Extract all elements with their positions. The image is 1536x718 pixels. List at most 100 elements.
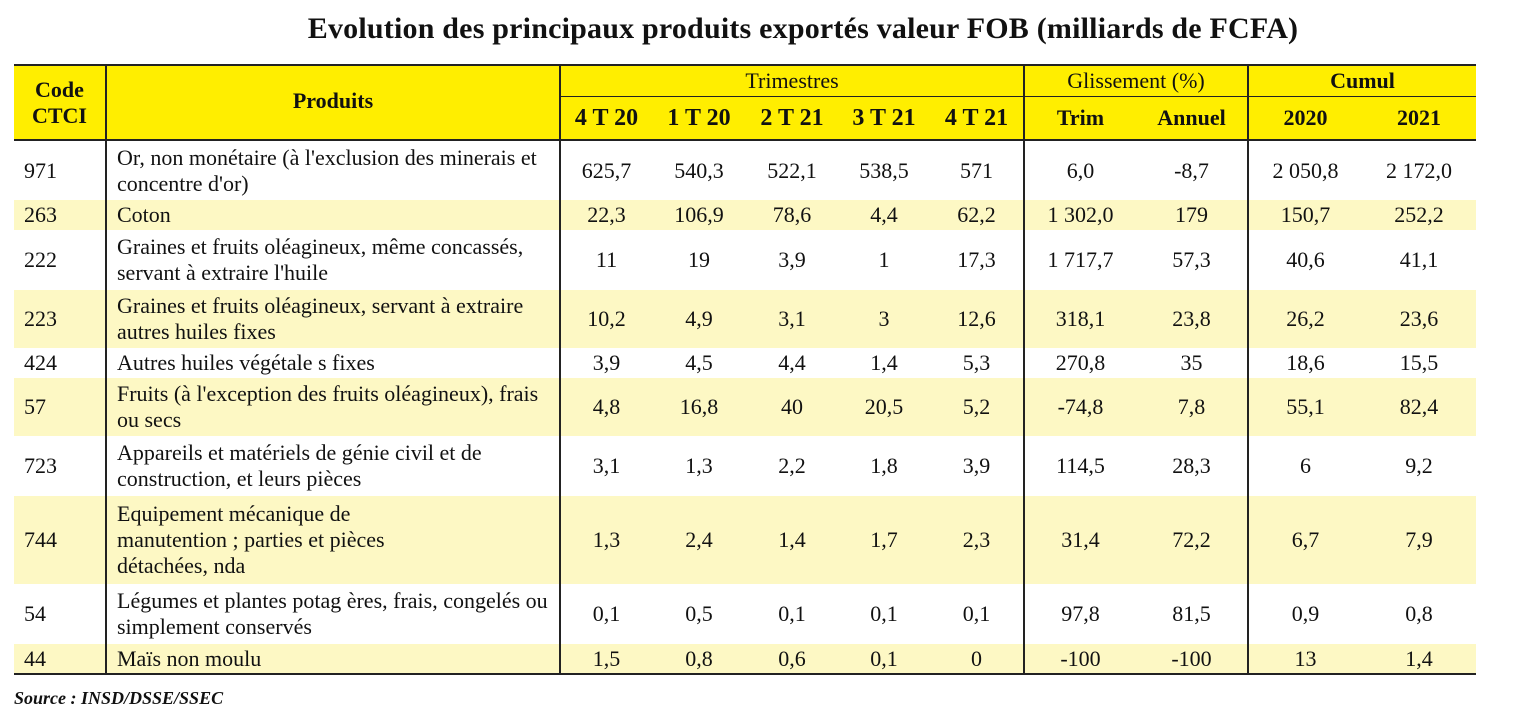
quarter-header: 4 T 21 — [930, 96, 1024, 141]
value-cell: 57,3 — [1172, 247, 1211, 272]
table-row: 223 Graines et fruits oléagineux, servan… — [14, 290, 1477, 348]
value-cell: 4,9 — [652, 290, 746, 348]
value-cell: 40 — [746, 378, 838, 436]
value-cell: 1,5 — [559, 644, 652, 675]
value-cell: 0,9 — [1247, 584, 1362, 644]
value-cell: 3,1 — [746, 290, 838, 348]
value-cell: 270,8 — [1023, 348, 1136, 378]
value-cell: 1 717,7 — [1023, 230, 1136, 290]
code-cell: 57 — [14, 378, 106, 436]
table-row: 723 Appareils et matériels de génie civi… — [14, 436, 1476, 496]
value-cell: -8,7 — [1174, 157, 1209, 183]
value-cell: 17,3 — [957, 247, 996, 272]
value-cell: 1,4 — [870, 350, 898, 375]
value-cell: 1 — [878, 247, 890, 272]
value-cell: 78,6 — [746, 200, 838, 230]
value-cell: 522,1 — [767, 157, 817, 183]
code-cell: 222 — [24, 247, 57, 272]
value-cell: 4,4 — [778, 350, 806, 375]
value-cell: 5,3 — [962, 350, 991, 375]
table-row: 971 Or, non monétaire (à l'exclusion des… — [14, 140, 1476, 200]
value-cell: 538,5 — [859, 157, 909, 183]
product-cell: Maïs non moulu — [105, 644, 560, 675]
value-cell: 15,5 — [1399, 350, 1439, 375]
value-cell: 9,2 — [1405, 453, 1433, 478]
value-cell: 6,7 — [1247, 496, 1362, 584]
product-cell: Autres huiles végétale s fixes — [105, 348, 560, 378]
code-cell: 44 — [14, 644, 106, 675]
value-cell: 0,8 — [1405, 601, 1433, 626]
value-cell: 625,7 — [559, 140, 652, 200]
product-cell: Graines et fruits oléagineux, servant à … — [105, 290, 560, 348]
value-cell: -74,8 — [1023, 378, 1136, 436]
value-cell: 2,2 — [778, 453, 806, 478]
value-cell: 1,4 — [1362, 644, 1477, 675]
source-note: Source : INSD/DSSE/SSEC — [14, 688, 224, 708]
code-cell: 744 — [14, 496, 106, 584]
value-cell: 2,4 — [652, 496, 746, 584]
value-cell: 0,1 — [870, 601, 898, 626]
value-cell: 19 — [688, 247, 710, 272]
product-cell: Fruits (à l'exception des fruits oléagin… — [105, 378, 560, 436]
value-cell: 6,0 — [1023, 140, 1136, 200]
value-cell: 35 — [1180, 350, 1203, 375]
value-cell: 5,2 — [930, 378, 1024, 436]
product-cell: Or, non monétaire (à l'exclusion des min… — [105, 140, 560, 200]
value-cell: 0,1 — [559, 584, 652, 644]
value-cell: 26,2 — [1247, 290, 1362, 348]
value-cell: 18,6 — [1247, 348, 1362, 378]
value-cell: 55,1 — [1247, 378, 1362, 436]
value-cell: 20,5 — [838, 378, 930, 436]
produits-header: Produits — [105, 64, 560, 141]
code-cell: 54 — [24, 601, 46, 626]
value-cell: 1,4 — [746, 496, 838, 584]
product-cell: Equipement mécanique de manutention ; pa… — [105, 496, 560, 584]
value-cell: 40,6 — [1247, 230, 1362, 290]
value-cell: 11 — [559, 230, 652, 290]
value-cell: 97,8 — [1023, 584, 1136, 644]
table-row: 44 Maïs non moulu 1,5 0,8 0,6 0,1 0 -100… — [14, 644, 1477, 675]
value-cell: 0,5 — [685, 601, 713, 626]
trimestres-header: Trimestres — [559, 64, 1024, 97]
value-cell: 6 — [1247, 436, 1362, 496]
value-cell: 1,3 — [559, 496, 652, 584]
value-cell: 7,9 — [1362, 496, 1477, 584]
product-cell: Appareils et matériels de génie civil et… — [105, 436, 560, 496]
code-header-line2: CTCI — [31, 102, 87, 128]
value-cell: 81,5 — [1172, 601, 1211, 626]
value-cell: 16,8 — [652, 378, 746, 436]
value-cell: 4,8 — [559, 378, 652, 436]
value-cell: 0,1 — [778, 601, 806, 626]
value-cell: 3 — [838, 290, 930, 348]
value-cell: 540,3 — [674, 157, 724, 183]
value-cell: 62,2 — [930, 200, 1024, 230]
value-cell: 72,2 — [1136, 496, 1248, 584]
cumul-2020-header: 2020 — [1247, 96, 1362, 141]
code-cell: 223 — [14, 290, 106, 348]
header-row-1: Code CTCI Produits Trimestres Glissement… — [14, 64, 1477, 141]
code-header: Code CTCI — [14, 64, 106, 141]
value-cell: 4,5 — [685, 350, 713, 375]
cumul-2021-header: 2021 — [1362, 96, 1477, 141]
value-cell: 31,4 — [1023, 496, 1136, 584]
value-cell: 3,9 — [559, 348, 652, 378]
value-cell: 179 — [1136, 200, 1248, 230]
product-cell: Coton — [105, 200, 560, 230]
value-cell: -100 — [1136, 644, 1248, 675]
value-cell: 3,1 — [559, 436, 652, 496]
quarter-header: 1 T 20 — [652, 96, 746, 141]
value-cell: 3,9 — [778, 247, 806, 272]
glissement-header: Glissement (%) — [1023, 64, 1248, 97]
value-cell: 318,1 — [1023, 290, 1136, 348]
quarter-header: 2 T 21 — [746, 96, 838, 141]
value-cell: 23,6 — [1362, 290, 1477, 348]
value-cell: 28,3 — [1172, 453, 1211, 478]
value-cell: 7,8 — [1136, 378, 1248, 436]
value-cell: 150,7 — [1247, 200, 1362, 230]
value-cell: 252,2 — [1362, 200, 1477, 230]
value-cell: 41,1 — [1399, 247, 1439, 272]
value-cell: 2 050,8 — [1247, 140, 1362, 200]
value-cell: 0,1 — [962, 601, 991, 626]
value-cell: 0,1 — [838, 644, 930, 675]
value-cell: 10,2 — [559, 290, 652, 348]
